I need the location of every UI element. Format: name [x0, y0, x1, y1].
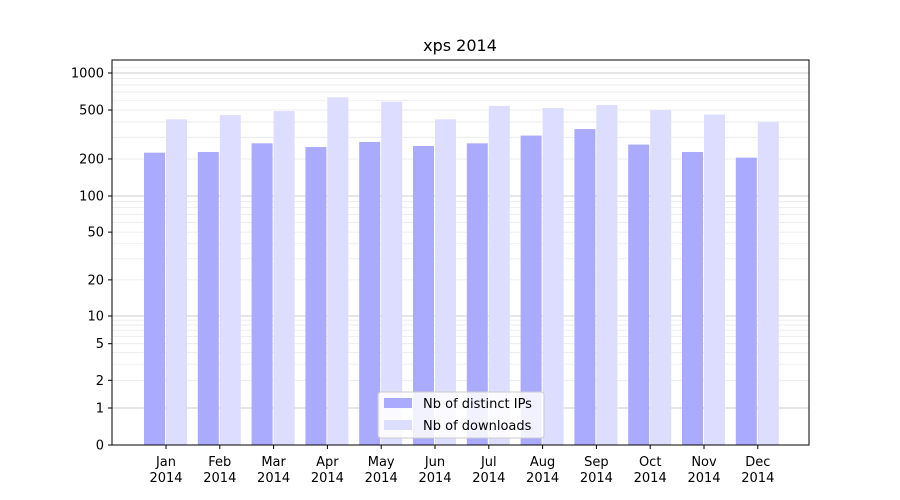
bar-distinct-ips	[144, 152, 165, 445]
x-tick-label: Jan 2014	[149, 455, 182, 486]
bar-downloads	[488, 105, 510, 446]
bar-distinct-ips	[413, 145, 434, 446]
y-tick-label: 1000	[71, 67, 104, 82]
y-tick-label: 10	[87, 310, 104, 325]
bar-distinct-ips	[735, 157, 757, 445]
bar-distinct-ips	[574, 129, 596, 445]
bar-distinct-ips	[628, 144, 650, 445]
bar-downloads	[166, 119, 187, 446]
x-tick-label: Apr 2014	[311, 455, 344, 486]
bar-downloads	[596, 104, 618, 445]
x-tick-label: Oct 2014	[634, 455, 667, 486]
x-tick-label: Jun 2014	[418, 455, 451, 486]
bar-downloads	[650, 110, 672, 446]
legend-swatch-downloads	[384, 420, 412, 430]
y-tick-label: 100	[79, 190, 104, 205]
bar-distinct-ips	[197, 151, 219, 446]
legend-box	[377, 391, 545, 439]
x-tick-label: Mar 2014	[257, 455, 290, 486]
legend: Nb of distinct IPs Nb of downloads	[377, 391, 545, 439]
bar-downloads	[542, 107, 564, 446]
y-tick-label: 2	[96, 374, 104, 389]
plot-frame	[111, 59, 810, 446]
y-tick-label: 0	[96, 439, 104, 454]
bar-downloads	[327, 97, 349, 445]
bar-downloads	[435, 119, 456, 446]
bar-distinct-ips	[520, 135, 542, 446]
y-tick-label: 5	[96, 337, 104, 352]
legend-label-distinct-ips: Nb of distinct IPs	[423, 397, 532, 412]
x-axis: Jan 2014 Feb 2014 Mar 2014 Apr 2014 May 2014 Jun 20…	[149, 445, 774, 486]
x-tick-label: Jul 2014	[472, 455, 505, 486]
bar-downloads	[381, 101, 403, 445]
bar-downloads	[757, 121, 779, 445]
x-tick-label: May 2014	[365, 455, 398, 486]
bar-downloads	[273, 111, 295, 445]
y-tick-label: 200	[79, 152, 104, 167]
bar-downloads	[704, 114, 725, 446]
y-tick-label: 500	[79, 104, 104, 119]
bars-layer	[144, 97, 779, 446]
y-axis: 0 1 2 5 10 20 50 100 200 500 1000	[71, 67, 112, 454]
x-tick-label: Aug 2014	[526, 455, 559, 486]
bar-distinct-ips	[359, 141, 381, 445]
bar-downloads	[219, 115, 241, 445]
y-tick-label: 1	[96, 402, 104, 417]
legend-label-downloads: Nb of downloads	[423, 419, 532, 434]
bar-distinct-ips	[251, 143, 273, 445]
chart-title: xps 2014	[423, 36, 497, 55]
x-tick-label: Feb 2014	[203, 455, 236, 486]
x-tick-label: Dec 2014	[741, 455, 774, 486]
y-tick-label: 20	[87, 273, 104, 288]
x-tick-label: Nov 2014	[687, 455, 720, 486]
bar-distinct-ips	[682, 151, 703, 446]
legend-swatch-distinct-ips	[384, 398, 412, 408]
bar-distinct-ips	[305, 147, 327, 445]
y-tick-label: 50	[87, 226, 104, 241]
bar-distinct-ips	[466, 143, 488, 445]
x-tick-label: Sep 2014	[580, 455, 613, 486]
